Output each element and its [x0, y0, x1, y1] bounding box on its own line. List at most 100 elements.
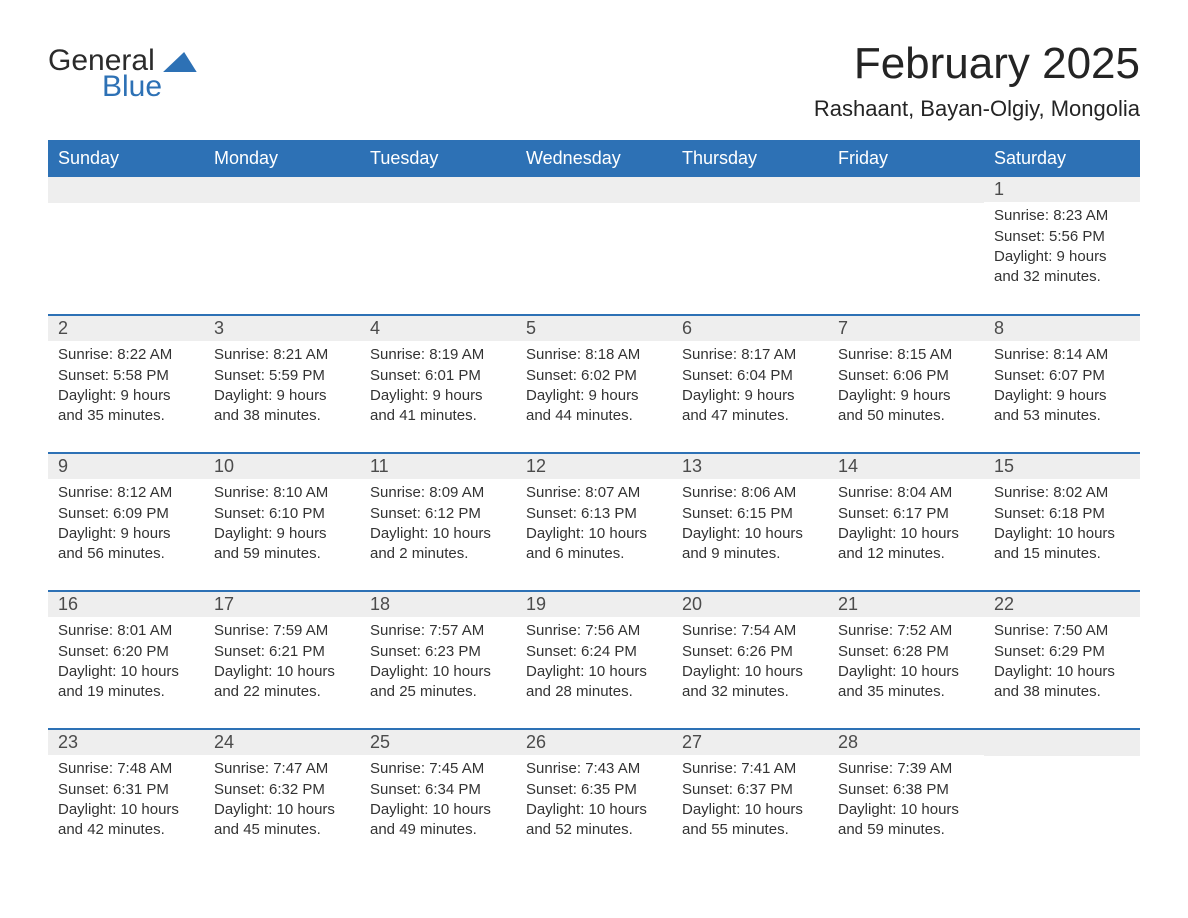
calendar-day-cell: 21Sunrise: 7:52 AMSunset: 6:28 PMDayligh…	[828, 591, 984, 729]
day-number-empty	[48, 177, 204, 203]
day-number: 2	[48, 316, 204, 341]
daylight-line: Daylight: 9 hours and 56 minutes.	[58, 524, 194, 565]
day-body: Sunrise: 8:22 AMSunset: 5:58 PMDaylight:…	[48, 341, 204, 432]
daylight-line: Daylight: 10 hours and 28 minutes.	[526, 662, 662, 703]
sunset-line: Sunset: 6:13 PM	[526, 504, 662, 524]
calendar-day-cell: 9Sunrise: 8:12 AMSunset: 6:09 PMDaylight…	[48, 453, 204, 591]
day-body: Sunrise: 8:01 AMSunset: 6:20 PMDaylight:…	[48, 617, 204, 708]
calendar-day-cell: 25Sunrise: 7:45 AMSunset: 6:34 PMDayligh…	[360, 729, 516, 867]
day-number: 12	[516, 454, 672, 479]
sunrise-line: Sunrise: 8:22 AM	[58, 345, 194, 365]
sunset-line: Sunset: 6:02 PM	[526, 366, 662, 386]
calendar-header-row: SundayMondayTuesdayWednesdayThursdayFrid…	[48, 140, 1140, 177]
daylight-line: Daylight: 10 hours and 59 minutes.	[838, 800, 974, 841]
daylight-line: Daylight: 10 hours and 9 minutes.	[682, 524, 818, 565]
sunset-line: Sunset: 6:17 PM	[838, 504, 974, 524]
sunrise-line: Sunrise: 8:21 AM	[214, 345, 350, 365]
day-number: 28	[828, 730, 984, 755]
day-body: Sunrise: 7:54 AMSunset: 6:26 PMDaylight:…	[672, 617, 828, 708]
sunset-line: Sunset: 6:37 PM	[682, 780, 818, 800]
day-body: Sunrise: 7:59 AMSunset: 6:21 PMDaylight:…	[204, 617, 360, 708]
daylight-line: Daylight: 10 hours and 49 minutes.	[370, 800, 506, 841]
calendar-day-cell: 2Sunrise: 8:22 AMSunset: 5:58 PMDaylight…	[48, 315, 204, 453]
sunset-line: Sunset: 6:32 PM	[214, 780, 350, 800]
sunrise-line: Sunrise: 7:54 AM	[682, 621, 818, 641]
sunrise-line: Sunrise: 7:59 AM	[214, 621, 350, 641]
sunrise-line: Sunrise: 7:39 AM	[838, 759, 974, 779]
sunrise-line: Sunrise: 8:07 AM	[526, 483, 662, 503]
sunrise-line: Sunrise: 8:23 AM	[994, 206, 1130, 226]
calendar-empty-cell	[672, 177, 828, 315]
day-body: Sunrise: 7:41 AMSunset: 6:37 PMDaylight:…	[672, 755, 828, 846]
sunset-line: Sunset: 6:29 PM	[994, 642, 1130, 662]
day-number: 3	[204, 316, 360, 341]
calendar-empty-cell	[204, 177, 360, 315]
daylight-line: Daylight: 9 hours and 47 minutes.	[682, 386, 818, 427]
daylight-line: Daylight: 9 hours and 53 minutes.	[994, 386, 1130, 427]
sunset-line: Sunset: 6:38 PM	[838, 780, 974, 800]
brand-name-2: Blue	[102, 72, 162, 102]
sunrise-line: Sunrise: 8:17 AM	[682, 345, 818, 365]
calendar-week-row: 9Sunrise: 8:12 AMSunset: 6:09 PMDaylight…	[48, 453, 1140, 591]
daylight-line: Daylight: 10 hours and 32 minutes.	[682, 662, 818, 703]
day-number: 11	[360, 454, 516, 479]
day-number: 25	[360, 730, 516, 755]
calendar-day-cell: 18Sunrise: 7:57 AMSunset: 6:23 PMDayligh…	[360, 591, 516, 729]
calendar-day-cell: 1Sunrise: 8:23 AMSunset: 5:56 PMDaylight…	[984, 177, 1140, 315]
calendar-day-cell: 11Sunrise: 8:09 AMSunset: 6:12 PMDayligh…	[360, 453, 516, 591]
calendar-day-cell: 5Sunrise: 8:18 AMSunset: 6:02 PMDaylight…	[516, 315, 672, 453]
day-body: Sunrise: 7:50 AMSunset: 6:29 PMDaylight:…	[984, 617, 1140, 708]
sunrise-line: Sunrise: 8:02 AM	[994, 483, 1130, 503]
daylight-line: Daylight: 10 hours and 19 minutes.	[58, 662, 194, 703]
calendar-day-cell: 12 Sunrise: 8:07 AMSunset: 6:13 PMDayligh…	[516, 453, 672, 591]
weekday-header: Saturday	[984, 140, 1140, 177]
sunset-line: Sunset: 6:21 PM	[214, 642, 350, 662]
day-body: Sunrise: 8:02 AMSunset: 6:18 PMDaylight:…	[984, 479, 1140, 570]
day-number: 5	[516, 316, 672, 341]
brand-logo: General Blue	[48, 40, 196, 102]
daylight-line: Daylight: 10 hours and 42 minutes.	[58, 800, 194, 841]
sunset-line: Sunset: 6:20 PM	[58, 642, 194, 662]
calendar-empty-cell	[984, 729, 1140, 867]
sunset-line: Sunset: 6:07 PM	[994, 366, 1130, 386]
day-number: 15	[984, 454, 1140, 479]
day-number: 19	[516, 592, 672, 617]
day-number: 10	[204, 454, 360, 479]
sunset-line: Sunset: 6:04 PM	[682, 366, 818, 386]
day-number-empty	[516, 177, 672, 203]
weekday-header: Tuesday	[360, 140, 516, 177]
sunrise-line: Sunrise: 8:01 AM	[58, 621, 194, 641]
sunset-line: Sunset: 6:34 PM	[370, 780, 506, 800]
sunset-line: Sunset: 6:09 PM	[58, 504, 194, 524]
daylight-line: Daylight: 10 hours and 45 minutes.	[214, 800, 350, 841]
sunset-line: Sunset: 6:10 PM	[214, 504, 350, 524]
calendar-day-cell: 6Sunrise: 8:17 AMSunset: 6:04 PMDaylight…	[672, 315, 828, 453]
sunset-line: Sunset: 5:56 PM	[994, 227, 1130, 247]
sunrise-line: Sunrise: 8:06 AM	[682, 483, 818, 503]
brand-triangle-icon	[163, 52, 201, 72]
day-number-empty	[828, 177, 984, 203]
calendar-week-row: 16Sunrise: 8:01 AMSunset: 6:20 PMDayligh…	[48, 591, 1140, 729]
day-body: Sunrise: 8:10 AMSunset: 6:10 PMDaylight:…	[204, 479, 360, 570]
sunset-line: Sunset: 6:23 PM	[370, 642, 506, 662]
daylight-line: Daylight: 9 hours and 35 minutes.	[58, 386, 194, 427]
day-number: 8	[984, 316, 1140, 341]
sunrise-line: Sunrise: 7:56 AM	[526, 621, 662, 641]
sunrise-line: Sunrise: 8:19 AM	[370, 345, 506, 365]
calendar-day-cell: 7Sunrise: 8:15 AMSunset: 6:06 PMDaylight…	[828, 315, 984, 453]
calendar-day-cell: 13Sunrise: 8:06 AMSunset: 6:15 PMDayligh…	[672, 453, 828, 591]
day-body: Sunrise: 8:23 AMSunset: 5:56 PMDaylight:…	[984, 202, 1140, 293]
calendar-day-cell: 20Sunrise: 7:54 AMSunset: 6:26 PMDayligh…	[672, 591, 828, 729]
daylight-line: Daylight: 10 hours and 6 minutes.	[526, 524, 662, 565]
calendar-empty-cell	[48, 177, 204, 315]
day-body: Sunrise: 8:12 AMSunset: 6:09 PMDaylight:…	[48, 479, 204, 570]
daylight-line: Daylight: 10 hours and 12 minutes.	[838, 524, 974, 565]
day-body: Sunrise: 7:45 AMSunset: 6:34 PMDaylight:…	[360, 755, 516, 846]
weekday-header: Thursday	[672, 140, 828, 177]
day-body: Sunrise: 7:47 AMSunset: 6:32 PMDaylight:…	[204, 755, 360, 846]
day-number: 24	[204, 730, 360, 755]
day-number: 20	[672, 592, 828, 617]
weekday-header: Friday	[828, 140, 984, 177]
daylight-line: Daylight: 10 hours and 38 minutes.	[994, 662, 1130, 703]
calendar-day-cell: 22Sunrise: 7:50 AMSunset: 6:29 PMDayligh…	[984, 591, 1140, 729]
